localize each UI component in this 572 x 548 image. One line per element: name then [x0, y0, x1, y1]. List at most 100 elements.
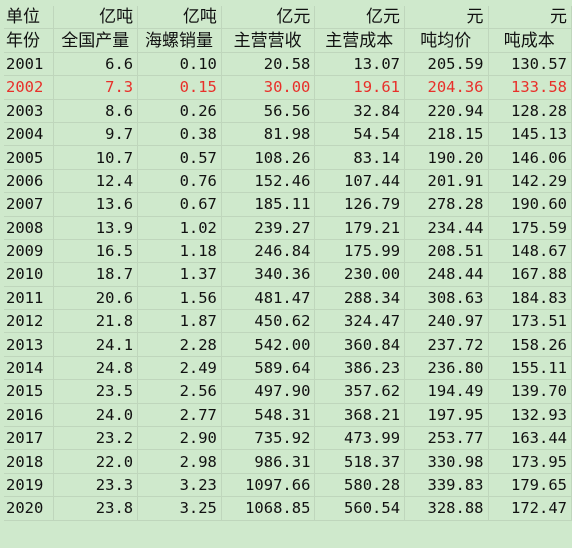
- value-cell[interactable]: 1068.85: [221, 496, 316, 521]
- value-cell[interactable]: 386.23: [314, 356, 406, 381]
- year-cell[interactable]: 2011: [4, 286, 55, 311]
- value-cell[interactable]: 0.67: [137, 192, 222, 217]
- year-cell[interactable]: 2020: [4, 496, 55, 521]
- year-cell[interactable]: 2019: [4, 473, 55, 498]
- header-cell[interactable]: 吨成本: [488, 28, 572, 53]
- unit-cell[interactable]: 元: [404, 6, 489, 30]
- unit-cell[interactable]: 亿吨: [53, 6, 139, 30]
- value-cell[interactable]: 23.8: [53, 496, 139, 521]
- value-cell[interactable]: 146.06: [488, 145, 572, 170]
- value-cell[interactable]: 197.95: [404, 403, 489, 428]
- value-cell[interactable]: 13.07: [314, 52, 406, 77]
- value-cell[interactable]: 107.44: [314, 169, 406, 194]
- value-cell[interactable]: 357.62: [314, 379, 406, 404]
- value-cell[interactable]: 1097.66: [221, 473, 316, 498]
- unit-cell[interactable]: 亿元: [314, 6, 406, 30]
- value-cell[interactable]: 2.98: [137, 449, 222, 474]
- value-cell[interactable]: 13.9: [53, 216, 139, 240]
- value-cell[interactable]: 139.70: [488, 379, 572, 404]
- value-cell[interactable]: 6.6: [53, 52, 139, 77]
- value-cell[interactable]: 173.95: [488, 449, 572, 474]
- value-cell[interactable]: 108.26: [221, 145, 316, 170]
- value-cell[interactable]: 83.14: [314, 145, 406, 170]
- value-cell[interactable]: 240.97: [404, 309, 489, 334]
- value-cell[interactable]: 328.88: [404, 496, 489, 521]
- value-cell[interactable]: 1.18: [137, 239, 222, 264]
- value-cell[interactable]: 324.47: [314, 309, 406, 334]
- value-cell[interactable]: 253.77: [404, 426, 489, 451]
- value-cell[interactable]: 560.54: [314, 496, 406, 521]
- value-cell[interactable]: 20.58: [221, 52, 316, 77]
- value-cell[interactable]: 2.56: [137, 379, 222, 404]
- value-cell[interactable]: 21.8: [53, 309, 139, 334]
- value-cell[interactable]: 735.92: [221, 426, 316, 451]
- value-cell[interactable]: 23.2: [53, 426, 139, 451]
- value-cell[interactable]: 278.28: [404, 192, 489, 217]
- year-cell[interactable]: 2006: [4, 169, 55, 194]
- value-cell[interactable]: 81.98: [221, 122, 316, 147]
- value-cell[interactable]: 246.84: [221, 239, 316, 264]
- value-cell[interactable]: 0.38: [137, 122, 222, 147]
- value-cell[interactable]: 0.57: [137, 145, 222, 170]
- value-cell[interactable]: 986.31: [221, 449, 316, 474]
- year-cell[interactable]: 2013: [4, 332, 55, 357]
- unit-cell[interactable]: 亿元: [221, 6, 316, 30]
- header-cell[interactable]: 年份: [4, 28, 55, 53]
- value-cell[interactable]: 190.60: [488, 192, 572, 217]
- year-cell[interactable]: 2018: [4, 449, 55, 474]
- value-cell[interactable]: 173.51: [488, 309, 572, 334]
- value-cell[interactable]: 190.20: [404, 145, 489, 170]
- year-cell[interactable]: 2014: [4, 356, 55, 381]
- value-cell[interactable]: 133.58: [488, 75, 572, 100]
- value-cell[interactable]: 23.3: [53, 473, 139, 498]
- value-cell[interactable]: 248.44: [404, 262, 489, 287]
- value-cell[interactable]: 360.84: [314, 332, 406, 357]
- value-cell[interactable]: 0.10: [137, 52, 222, 77]
- value-cell[interactable]: 330.98: [404, 449, 489, 474]
- value-cell[interactable]: 481.47: [221, 286, 316, 311]
- value-cell[interactable]: 185.11: [221, 192, 316, 217]
- value-cell[interactable]: 208.51: [404, 239, 489, 264]
- value-cell[interactable]: 54.54: [314, 122, 406, 147]
- value-cell[interactable]: 9.7: [53, 122, 139, 147]
- value-cell[interactable]: 339.83: [404, 473, 489, 498]
- value-cell[interactable]: 22.0: [53, 449, 139, 474]
- value-cell[interactable]: 234.44: [404, 216, 489, 240]
- value-cell[interactable]: 2.28: [137, 332, 222, 357]
- year-cell[interactable]: 2003: [4, 99, 55, 123]
- value-cell[interactable]: 56.56: [221, 99, 316, 123]
- value-cell[interactable]: 236.80: [404, 356, 489, 381]
- year-cell[interactable]: 2005: [4, 145, 55, 170]
- value-cell[interactable]: 175.59: [488, 216, 572, 240]
- year-cell[interactable]: 2017: [4, 426, 55, 451]
- value-cell[interactable]: 1.02: [137, 216, 222, 240]
- year-cell[interactable]: 2007: [4, 192, 55, 217]
- value-cell[interactable]: 340.36: [221, 262, 316, 287]
- value-cell[interactable]: 288.34: [314, 286, 406, 311]
- header-cell[interactable]: 全国产量: [53, 28, 139, 53]
- value-cell[interactable]: 1.37: [137, 262, 222, 287]
- value-cell[interactable]: 32.84: [314, 99, 406, 123]
- value-cell[interactable]: 2.49: [137, 356, 222, 381]
- value-cell[interactable]: 220.94: [404, 99, 489, 123]
- value-cell[interactable]: 158.26: [488, 332, 572, 357]
- value-cell[interactable]: 148.67: [488, 239, 572, 264]
- value-cell[interactable]: 542.00: [221, 332, 316, 357]
- value-cell[interactable]: 7.3: [53, 75, 139, 100]
- value-cell[interactable]: 218.15: [404, 122, 489, 147]
- value-cell[interactable]: 24.8: [53, 356, 139, 381]
- value-cell[interactable]: 167.88: [488, 262, 572, 287]
- year-cell[interactable]: 2012: [4, 309, 55, 334]
- year-cell[interactable]: 2015: [4, 379, 55, 404]
- unit-cell[interactable]: 单位: [4, 6, 55, 30]
- year-cell[interactable]: 2008: [4, 216, 55, 240]
- value-cell[interactable]: 163.44: [488, 426, 572, 451]
- value-cell[interactable]: 0.76: [137, 169, 222, 194]
- value-cell[interactable]: 132.93: [488, 403, 572, 428]
- value-cell[interactable]: 30.00: [221, 75, 316, 100]
- value-cell[interactable]: 230.00: [314, 262, 406, 287]
- value-cell[interactable]: 19.61: [314, 75, 406, 100]
- header-cell[interactable]: 主营成本: [314, 28, 406, 53]
- unit-cell[interactable]: 元: [488, 6, 572, 30]
- value-cell[interactable]: 172.47: [488, 496, 572, 521]
